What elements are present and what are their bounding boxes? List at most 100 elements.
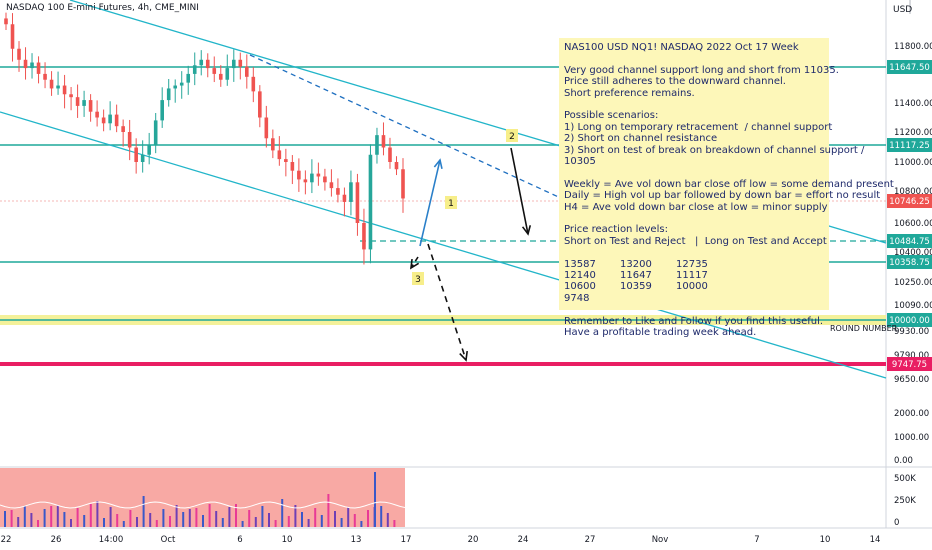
volume-bar xyxy=(287,516,290,527)
note-footer-line xyxy=(564,304,824,315)
volume-bar xyxy=(235,504,237,527)
volume-bar xyxy=(228,507,231,527)
candle xyxy=(88,94,93,122)
volume-bar xyxy=(30,513,33,527)
volume-bar xyxy=(294,505,297,527)
volume-bar xyxy=(367,510,369,527)
volume-bar xyxy=(109,507,112,527)
candle xyxy=(192,52,197,86)
note-line: Short on Test and Reject | Long on Test … xyxy=(564,235,827,247)
candle xyxy=(342,187,347,217)
volume-bar xyxy=(37,520,39,527)
volume-bar xyxy=(327,494,330,527)
candle xyxy=(355,173,360,236)
price-tag: 10484.75 xyxy=(887,234,932,248)
candle xyxy=(153,113,158,154)
level-value: 10600 xyxy=(564,281,596,293)
candle xyxy=(218,65,223,87)
volume-ma-line xyxy=(0,501,406,509)
volume-bar xyxy=(268,513,270,527)
candle xyxy=(277,136,282,166)
candle xyxy=(336,178,340,203)
level-value: 13200 xyxy=(620,258,652,270)
volume-bar xyxy=(70,519,72,527)
volume-bar xyxy=(248,510,251,527)
price-tag: 10358.75 xyxy=(887,255,932,269)
candle xyxy=(166,79,171,107)
candle xyxy=(271,129,275,159)
candle xyxy=(349,170,353,216)
x-tick-label: Nov xyxy=(652,535,669,545)
scenario-label-2: 2 xyxy=(506,129,518,142)
volume-bar xyxy=(155,520,158,527)
y-tick-label: 9650.00 xyxy=(894,375,929,385)
volume-bar xyxy=(393,520,396,527)
volume-bar xyxy=(136,517,138,527)
x-tick-label: 24 xyxy=(518,535,529,545)
svg-text:10000.00: 10000.00 xyxy=(889,316,930,326)
note-line: Daily = High vol up bar followed by down… xyxy=(564,190,881,202)
levels-row: 13587 13200 12735 xyxy=(564,259,824,270)
x-tick-label: 13 xyxy=(351,535,362,545)
note-line: 3) Short on test of break on breakdown o… xyxy=(564,144,865,156)
svg-text:3: 3 xyxy=(415,275,421,285)
note-line: 1) Long on temporary retracement / chann… xyxy=(564,121,833,133)
y-tick-label: 9930.00 xyxy=(894,327,929,337)
volume-bar xyxy=(175,505,178,527)
candle xyxy=(121,119,125,147)
candle xyxy=(329,169,334,197)
candle xyxy=(303,170,308,195)
volume-bar xyxy=(254,517,257,527)
channel-mid-dashed xyxy=(249,54,566,201)
candle xyxy=(368,144,373,264)
x-tick-label: 10 xyxy=(820,535,831,545)
candle xyxy=(56,71,60,95)
volume-bar xyxy=(162,509,165,527)
y-tick-label: 1000.00 xyxy=(894,433,929,443)
volume-bar xyxy=(221,518,224,527)
volume-bar xyxy=(149,513,152,527)
level-value: 13587 xyxy=(564,258,596,270)
y-tick-label: 11000.00 xyxy=(894,158,932,168)
note-line: Weekly = Ave vol down bar close off low … xyxy=(564,178,894,190)
candle xyxy=(388,137,392,169)
y-tick-label: 9790.00 xyxy=(894,351,929,361)
volume-bar xyxy=(307,519,310,527)
level-value: 11117 xyxy=(676,270,708,282)
note-line: 2) Short on channel resistance xyxy=(564,133,718,145)
note-line: H4 = Ave vold down bar close at low = mi… xyxy=(564,201,828,213)
price-axis: 11800.00 11400.00 11200.00 11000.00 10800.00… xyxy=(887,42,932,528)
level-value: 11647 xyxy=(620,270,652,282)
level-value: 10000 xyxy=(676,281,708,293)
candle xyxy=(362,208,366,265)
level-value xyxy=(676,293,732,304)
volume-bar xyxy=(274,520,277,527)
volume-bar xyxy=(89,504,92,527)
volume-bar xyxy=(116,514,119,527)
candle xyxy=(75,84,80,118)
y-tick-label: 2000.00 xyxy=(894,409,929,419)
level-value: 10359 xyxy=(620,281,652,293)
volume-bar xyxy=(314,508,317,527)
x-tick-label: 20 xyxy=(468,535,479,545)
volume-bar xyxy=(241,521,244,527)
candle xyxy=(316,162,321,186)
chart-title: NASDAQ 100 E-mini Futures, 4h, CME_MINI xyxy=(6,3,199,13)
volume-bar xyxy=(320,515,323,527)
candle xyxy=(82,90,86,117)
analysis-note: NAS100 USD NQ1! NASDAQ 2022 Oct 17 Week V… xyxy=(559,38,894,338)
candle xyxy=(108,101,112,131)
volume-bar xyxy=(182,512,185,527)
svg-text:10358.75: 10358.75 xyxy=(889,258,930,268)
candle xyxy=(238,52,243,80)
volume-bar xyxy=(301,512,303,527)
candle xyxy=(264,105,269,148)
scenario-label-3: 3 xyxy=(412,272,424,285)
note-footer-line: Remember to Like and Follow if you find … xyxy=(564,315,824,327)
y-tick-label: 10600.00 xyxy=(894,219,932,229)
x-tick-label: 10 xyxy=(282,535,293,545)
volume-bar xyxy=(103,518,105,527)
candle xyxy=(147,132,151,165)
volume-bar xyxy=(195,508,198,527)
